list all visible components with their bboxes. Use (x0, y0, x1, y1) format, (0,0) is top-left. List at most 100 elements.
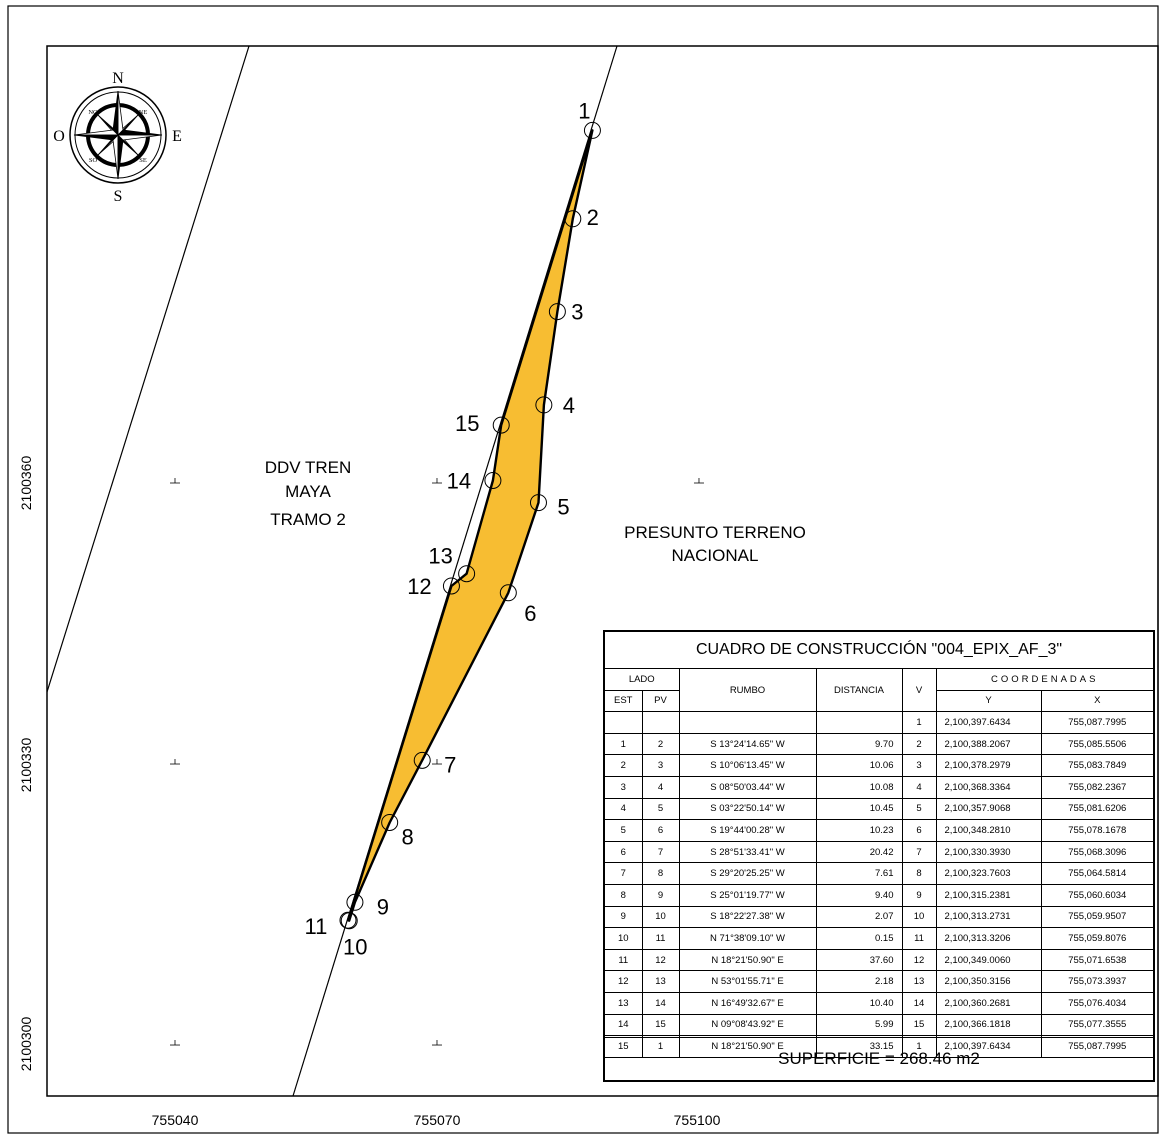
cell-x: 755,087.7995 (1040, 711, 1153, 734)
cell-y: 2,100,360.2681 (935, 991, 1042, 1015)
table-row: 11 12 N 18°21'50.90" E 37.60 12 2,100,349.006… (605, 948, 1153, 972)
cell-y: 2,100,368.3364 (935, 775, 1042, 799)
compass-north-label: N (112, 70, 124, 87)
parcel-polygon (346, 129, 594, 922)
cell-y: 2,100,397.6434 (935, 711, 1042, 734)
cell-rumbo: N 16°49'32.67" E (678, 991, 817, 1015)
cell-y: 2,100,315.2381 (935, 883, 1042, 907)
cell-distancia: 10.45 (815, 797, 903, 821)
vertex-label: 7 (444, 752, 456, 777)
vertex-label: 11 (305, 914, 328, 939)
vertex-label: 2 (587, 205, 599, 230)
cell-y: 2,100,366.1818 (935, 1013, 1042, 1037)
cell-distancia: 10.06 (815, 754, 903, 777)
vertex-label: 1 (578, 98, 590, 123)
cell-rumbo: N 09°08'43.92" E (678, 1013, 817, 1037)
vertex-marker (583, 121, 601, 139)
cell-y: 2,100,350.3156 (935, 970, 1042, 993)
cell-x: 755,059.8076 (1040, 927, 1153, 950)
ddv-label-line1: DDV TREN (265, 458, 352, 477)
header-lado: LADO (605, 669, 680, 691)
table-row: 14 15 N 09°08'43.92" E 5.99 15 2,100,366.1818… (605, 1013, 1153, 1037)
cell-x: 755,078.1678 (1040, 819, 1153, 842)
cell-x: 755,083.7849 (1040, 754, 1153, 777)
terreno-label-line1: PRESUNTO TERRENO (624, 523, 806, 542)
cell-y: 2,100,357.9068 (935, 797, 1042, 821)
cell-est: 5 (605, 819, 643, 842)
cell-distancia: 0.15 (815, 927, 903, 950)
cell-est: 1 (605, 732, 643, 756)
ddv-right-boundary (292, 45, 618, 1097)
cell-y: 2,100,349.0060 (935, 948, 1042, 972)
vertex-label: 14 (447, 468, 471, 493)
table-row: 10 11 N 71°38'09.10" W 0.15 11 2,100,313.3206… (605, 927, 1153, 950)
cell-distancia: 37.60 (815, 948, 903, 972)
cell-v: 6 (901, 819, 937, 842)
cell-v: 10 (901, 905, 937, 929)
vertex-label: 6 (524, 601, 536, 626)
x-tick-label: 755100 (674, 1112, 721, 1128)
cell-v: 3 (901, 754, 937, 777)
vertex-marker (548, 303, 566, 321)
cell-x: 755,076.4034 (1040, 991, 1153, 1015)
cell-distancia: 9.40 (815, 883, 903, 907)
y-tick-label: 2100330 (18, 738, 34, 793)
vertex-label: 9 (377, 894, 389, 919)
ddv-label: DDV TREN MAYA TRAMO 2 (265, 458, 352, 529)
cell-pv: 4 (641, 775, 680, 799)
map-viewport-border (46, 45, 1159, 1097)
cell-v: 1 (901, 1035, 937, 1058)
terreno-label: PRESUNTO TERRENO NACIONAL (624, 523, 806, 565)
cell-x: 755,081.6206 (1040, 797, 1153, 821)
vertex-label: 5 (557, 495, 569, 520)
cell-distancia: 5.99 (815, 1013, 903, 1037)
cell-est: 11 (605, 948, 643, 972)
cell-v: 1 (901, 711, 937, 734)
y-tick-label: 2100360 (18, 456, 34, 511)
header-coordenadas: COORDENADAS (935, 669, 1153, 691)
vertex-marker (535, 396, 553, 414)
cell-y: 2,100,378.2979 (935, 754, 1042, 777)
cell-pv: 8 (641, 862, 680, 885)
vertex-label: 15 (455, 411, 479, 436)
header-y: Y (935, 689, 1042, 713)
table-row: 13 14 N 16°49'32.67" E 10.40 14 2,100,360.268… (605, 991, 1153, 1015)
compass-east-label: E (172, 128, 182, 145)
cell-rumbo: S 25°01'19.77" W (678, 883, 817, 907)
cell-x: 755,060.6034 (1040, 883, 1153, 907)
cell-distancia: 10.23 (815, 819, 903, 842)
cell-y: 2,100,397.6434 (935, 1035, 1042, 1058)
vertex-marker (442, 577, 460, 595)
cell-est: 7 (605, 862, 643, 885)
compass-ne-label: NE (139, 109, 148, 116)
cell-x: 755,085.5506 (1040, 732, 1153, 756)
cell-est: 8 (605, 883, 643, 907)
header-pv: PV (641, 689, 680, 713)
cell-v: 13 (901, 970, 937, 993)
cell-est: 12 (605, 970, 643, 993)
vertex-marker (346, 893, 364, 911)
cell-est: 3 (605, 775, 643, 799)
cell-distancia: 2.07 (815, 905, 903, 929)
cell-rumbo: S 13°24'14.65" W (678, 732, 817, 756)
cell-pv: 5 (641, 797, 680, 821)
cell-est: 10 (605, 927, 643, 950)
table-row: 15 1 N 18°21'50.90" E 33.15 1 2,100,397.6434 7… (605, 1035, 1153, 1058)
ddv-left-boundary (46, 45, 250, 693)
cell-y: 2,100,388.2067 (935, 732, 1042, 756)
vertex-marker (381, 813, 399, 831)
vertex-label: 10 (343, 935, 367, 960)
cell-pv: 6 (641, 819, 680, 842)
vertex-marker (339, 911, 357, 929)
vertex-label: 13 (428, 544, 452, 569)
cell-v: 2 (901, 732, 937, 756)
y-axis-labels: 2100360 2100330 2100300 (18, 456, 34, 1072)
cell-pv: 14 (641, 991, 680, 1015)
cell-v: 14 (901, 991, 937, 1015)
cell-y: 2,100,330.3930 (935, 840, 1042, 864)
